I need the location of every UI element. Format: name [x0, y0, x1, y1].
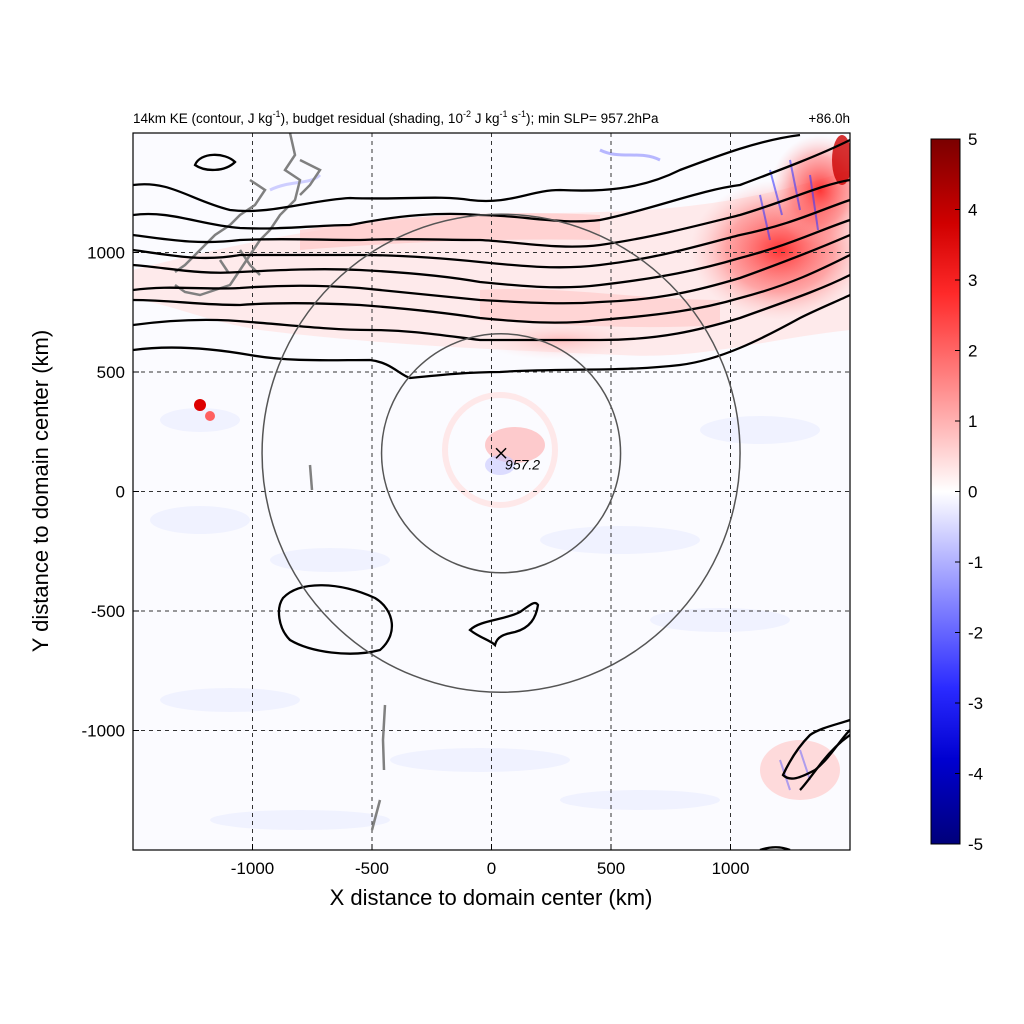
storm-center-label: 957.2	[505, 456, 540, 472]
y-tick-label-0: 1000	[87, 244, 125, 263]
colorbar-tick-label-3: 2	[968, 342, 977, 361]
residual-shading-storm	[442, 392, 558, 508]
colorbar-tick-label-10: -5	[968, 835, 983, 854]
y-tick-label-2: 0	[116, 483, 125, 502]
residual-shading-se	[760, 740, 840, 800]
range-circle-0	[380, 333, 622, 574]
storm-center-marker	[495, 447, 507, 459]
y-axis-ticks: 1000 500 0 -500 -1000	[82, 244, 139, 741]
range-circles	[261, 213, 741, 694]
residual-spot-west	[194, 399, 215, 421]
colorbar: 5 4 3 2 1 0 -1 -2 -3 -4 -5	[930, 130, 983, 854]
y-tick-label-4: -1000	[82, 722, 125, 741]
x-axis-ticks: -1000 -500 0 500 1000	[231, 844, 750, 878]
colorbar-tick-label-1: 4	[968, 201, 977, 220]
x-tick-label-3: 500	[597, 859, 625, 878]
chart-title: 14km KE (contour, J kg-1), budget residu…	[133, 109, 659, 126]
x-tick-label-1: -500	[355, 859, 389, 878]
colorbar-tick-label-8: -3	[968, 694, 983, 713]
x-tick-label-4: 1000	[712, 859, 750, 878]
ke-contours	[133, 133, 850, 850]
colorbar-tick-label-7: -2	[968, 624, 983, 643]
colorbar-tick-label-4: 1	[968, 412, 977, 431]
colorbar-ticks: 5 4 3 2 1 0 -1 -2 -3 -4 -5	[955, 130, 983, 854]
x-tick-label-0: -1000	[231, 859, 274, 878]
y-axis-label: Y distance to domain center (km)	[28, 330, 53, 652]
colorbar-tick-label-6: -1	[968, 553, 983, 572]
colorbar-tick-label-5: 0	[968, 483, 977, 502]
y-tick-label-3: -500	[91, 602, 125, 621]
y-tick-label-1: 500	[97, 363, 125, 382]
time-label: +86.0h	[808, 111, 850, 126]
x-tick-label-2: 0	[487, 859, 496, 878]
colorbar-tick-label-0: 5	[968, 130, 977, 149]
x-axis-label: X distance to domain center (km)	[330, 885, 653, 910]
colorbar-tick-label-2: 3	[968, 271, 977, 290]
colorbar-tick-label-9: -4	[968, 765, 983, 784]
plot-area: 957.2	[133, 133, 850, 850]
range-circle-1	[261, 213, 741, 694]
storm-center: 957.2	[495, 447, 540, 472]
